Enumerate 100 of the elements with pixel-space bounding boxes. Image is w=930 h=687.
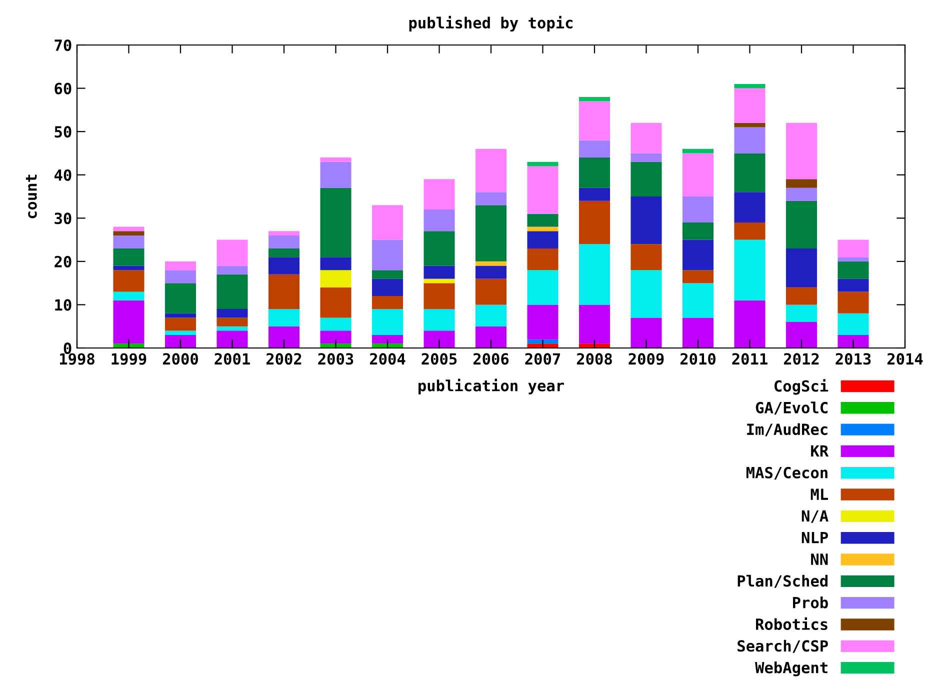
bar [372,278,404,296]
legend-label: GA/EvolC [756,402,828,415]
x-tick-label: 2007 [525,353,560,365]
y-tick-label: 0 [64,342,72,354]
bar [682,222,714,240]
bar [630,153,662,162]
bar [786,248,818,288]
bar [113,270,144,292]
bar [268,274,300,310]
bar [475,304,507,326]
y-tick-label: 40 [54,169,72,181]
legend-label: N/A [802,510,828,523]
bar [216,330,248,348]
bar [424,179,455,210]
bar [734,222,766,240]
legend-label: WebAgent [755,662,828,676]
bar [527,166,558,214]
bar [164,330,196,336]
bar [734,122,766,128]
bar [682,153,714,196]
bar [424,231,455,266]
y-tick-label: 10 [55,299,72,311]
legend-label: Im/AudRec [747,423,828,436]
bar [786,188,818,201]
bar [372,270,404,279]
bar [786,287,818,305]
y-tick-label: 70 [54,39,72,52]
x-tick-label: 2003 [318,353,354,365]
bar [838,240,869,258]
bar [164,283,196,314]
bar [734,192,766,222]
bar [475,148,507,192]
x-tick-label: 2000 [162,353,198,365]
bar [630,318,662,348]
bar [734,127,766,154]
bar [838,335,869,348]
legend-label: Prob [793,596,828,608]
bar [113,292,144,300]
bar [424,266,455,279]
legend-label: NLP [802,532,828,544]
x-tick-label: 2009 [628,353,664,365]
x-tick-label: 2002 [266,353,302,365]
bar [372,240,404,270]
x-tick-label: 2013 [836,353,871,365]
bar [424,283,455,310]
bar [578,200,610,244]
bar [682,148,714,154]
bar [630,270,662,318]
y-tick-label: 30 [54,212,72,224]
x-tick-label: 2001 [214,353,250,365]
bar [527,231,558,248]
x-tick-label: 2014 [887,353,923,365]
legend-label: Plan/Sched [738,574,828,588]
bar [630,244,662,270]
bar [786,122,818,180]
bar [475,326,507,348]
x-tick-label: 2012 [784,353,819,365]
y-tick-label: 20 [54,256,72,268]
bar [734,88,766,123]
y-tick-label: 50 [54,126,72,138]
y-tick-label: 60 [54,82,72,94]
bar [527,248,558,270]
legend-label: Robotics [756,617,828,630]
legend-label: MAS/Cecon [746,466,828,480]
bar [786,322,818,348]
x-tick-label: 2005 [422,353,457,365]
bar [320,330,352,344]
bar [164,270,196,284]
bar [475,205,507,262]
y-axis-title: count [26,174,37,218]
bar [113,226,144,232]
bar [113,300,144,344]
bar [268,235,300,248]
bar [320,287,352,318]
bar [164,261,196,270]
bar [424,278,455,284]
bar [630,162,662,196]
bar [527,270,558,305]
bar [734,300,766,348]
bar [320,188,352,258]
bar [216,266,248,274]
bar [268,326,300,348]
bar [630,196,662,244]
bar [527,162,558,166]
bar [734,153,766,192]
bar [578,244,610,305]
legend-label: NN [811,554,828,565]
bar [682,318,714,348]
bar [268,309,300,326]
bar [838,278,869,292]
bar [216,326,248,331]
bar [578,140,610,158]
x-axis-title: publication year [418,378,564,394]
bar [475,278,507,305]
bar [578,304,610,344]
bar [838,313,869,336]
bar [320,158,352,162]
bar [372,309,404,336]
bar [424,330,455,348]
bar [475,266,507,279]
